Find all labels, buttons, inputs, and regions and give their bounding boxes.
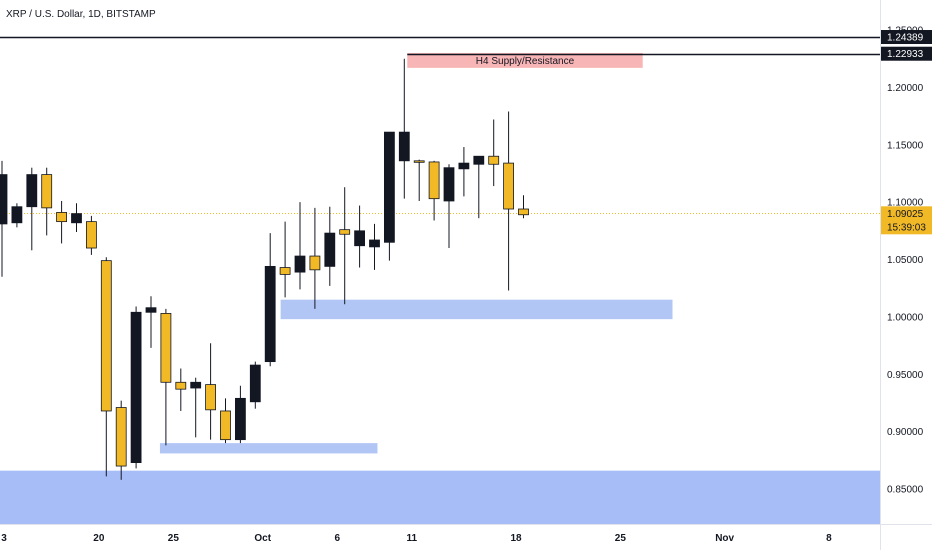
x-tick-0: 3 (1, 533, 7, 544)
candle-body-28 (413, 160, 425, 163)
zone-label-0: H4 Supply/Resistance (476, 56, 575, 67)
price-tag-0 (881, 30, 932, 45)
countdown-text: 15:39:03 (887, 222, 926, 233)
candle-body-33 (488, 155, 500, 165)
x-tick-4: 6 (334, 533, 340, 544)
x-tick-6: 18 (510, 533, 522, 544)
candle-body-2 (26, 174, 38, 208)
price-tags: 1.24389 1.22933 1.09025 15:39:03 (881, 30, 932, 235)
candle-body-8 (115, 407, 127, 467)
candle-body-17 (249, 364, 261, 403)
y-tick-4: 1.05000 (887, 255, 924, 266)
y-tick-1: 1.20000 (887, 83, 924, 94)
candle-body-29 (428, 161, 440, 200)
candle-body-16 (234, 397, 246, 441)
candle-body-12 (175, 381, 187, 390)
candle-body-32 (473, 155, 485, 165)
x-tick-1: 20 (93, 533, 105, 544)
y-tick-3: 1.10000 (887, 198, 924, 209)
candle-body-19 (279, 267, 291, 275)
lines-layer (0, 36, 880, 214)
x-tick-3: Oct (254, 533, 271, 544)
y-tick-5: 1.00000 (887, 312, 924, 323)
candle-body-24 (354, 230, 366, 247)
candle-body-0 (0, 174, 8, 225)
x-tick-2: 25 (168, 533, 180, 544)
candle-body-31 (458, 162, 470, 170)
y-tick-7: 0.90000 (887, 427, 924, 438)
candle-body-7 (100, 260, 112, 412)
price-tag-1 (881, 46, 932, 61)
candle-body-4 (56, 212, 67, 223)
chart-title: XRP / U.S. Dollar, 1D, BITSTAMP (6, 9, 156, 20)
time-axis[interactable]: 3 20 25 Oct 6 11 18 25 Nov 8 (1, 533, 832, 544)
candle-body-23 (339, 229, 351, 235)
zone-0 (407, 52, 643, 68)
candle-body-25 (369, 239, 380, 248)
candle-body-26 (383, 131, 395, 243)
x-tick-9: 8 (826, 533, 832, 544)
candles-layer (0, 58, 529, 480)
candle-body-5 (71, 213, 82, 224)
candle-body-30 (443, 167, 455, 202)
candle-body-1 (11, 206, 23, 224)
candle-body-13 (190, 381, 202, 389)
y-tick-2: 1.15000 (887, 140, 924, 151)
price-tag-text-0: 1.24389 (887, 33, 924, 44)
zone-2 (159, 443, 378, 454)
candle-body-11 (160, 313, 172, 383)
candle-body-10 (145, 307, 157, 313)
x-tick-7: 25 (615, 533, 627, 544)
zone-3 (0, 470, 880, 524)
x-tick-8: Nov (715, 533, 734, 544)
candle-body-22 (324, 232, 336, 267)
zone-1 (280, 299, 673, 320)
candle-body-15 (220, 410, 231, 441)
candle-body-6 (86, 221, 97, 249)
candle-body-35 (518, 208, 529, 216)
zones-layer: H4 Supply/Resistance (0, 52, 880, 524)
y-tick-8: 0.85000 (887, 485, 924, 496)
candle-body-18 (264, 265, 276, 363)
y-tick-6: 0.95000 (887, 370, 924, 381)
candle-body-3 (41, 174, 53, 209)
price-tag-text-1: 1.22933 (887, 49, 924, 60)
candle-body-34 (503, 162, 515, 210)
last-price-text: 1.09025 (887, 209, 924, 220)
candle-body-27 (398, 131, 410, 162)
x-tick-5: 11 (406, 533, 417, 544)
candle-body-21 (309, 255, 321, 271)
candle-body-9 (130, 311, 142, 464)
price-axis[interactable]: 1.250001.200001.150001.100001.050001.000… (887, 26, 924, 496)
candle-body-14 (205, 384, 217, 411)
candle-body-20 (294, 255, 306, 273)
last-price-tag (881, 206, 932, 235)
